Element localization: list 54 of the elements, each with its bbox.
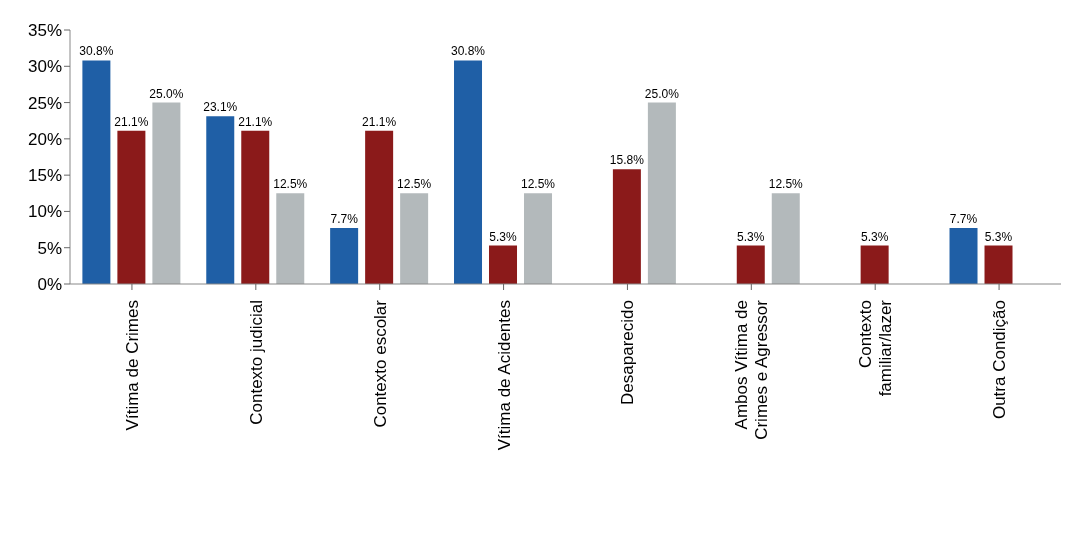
x-tick-label: Vítima de Acidentes [494,300,514,451]
data-label: 30.8% [79,44,114,59]
x-tick-label: Desaparecido [618,300,638,405]
bar [117,130,146,284]
data-label: 12.5% [521,177,556,192]
bar [206,116,235,284]
bar [82,60,111,284]
bar [400,193,429,284]
y-tick-label: 35% [27,21,62,41]
data-label: 21.1% [114,114,149,129]
bar [454,60,483,284]
x-tick-label: Contexto familiar/lazer [856,299,896,397]
x-tick-label: Ambos Vítima de Crimes e Agressor [732,299,772,440]
bar [489,245,518,284]
data-label: 7.7% [949,212,978,227]
data-label: 7.7% [330,212,359,227]
data-label: 12.5% [273,177,308,192]
bar [647,102,676,284]
data-label: 15.8% [609,153,645,168]
y-tick-label: 5% [37,238,62,258]
data-label: 25.0% [149,86,184,101]
x-tick-label: Vítima de Crimes [122,300,142,431]
y-tick-label: 10% [27,202,62,222]
data-label: 5.3% [860,229,889,244]
data-label: 23.1% [203,100,238,115]
bar [984,245,1013,284]
data-label: 5.3% [984,229,1013,244]
data-label: 21.1% [238,114,273,129]
x-tick-label: Contexto escolar [370,299,390,428]
bar [330,228,359,284]
data-label: 30.8% [451,44,486,59]
bar [736,245,765,284]
bar [524,193,553,284]
data-label: 21.1% [362,114,397,129]
y-tick-label: 30% [27,57,62,77]
data-label: 25.0% [644,86,680,101]
data-label: 5.3% [489,229,518,244]
x-tick-label: Contexto judicial [246,300,266,425]
data-label: 12.5% [768,177,804,192]
bar [949,228,978,284]
y-tick-label: 20% [27,129,62,149]
bar [365,130,394,284]
y-tick-label: 25% [27,93,62,113]
bar [612,169,641,284]
bar [860,245,889,284]
y-tick-label: 0% [37,275,62,295]
data-label: 12.5% [397,177,432,192]
x-tick-label: Outra Condição [990,300,1010,420]
y-tick-label: 15% [27,166,62,186]
bar [152,102,181,284]
bar [771,193,800,284]
bar [241,130,270,284]
bar [276,193,305,284]
data-label: 5.3% [737,229,765,244]
